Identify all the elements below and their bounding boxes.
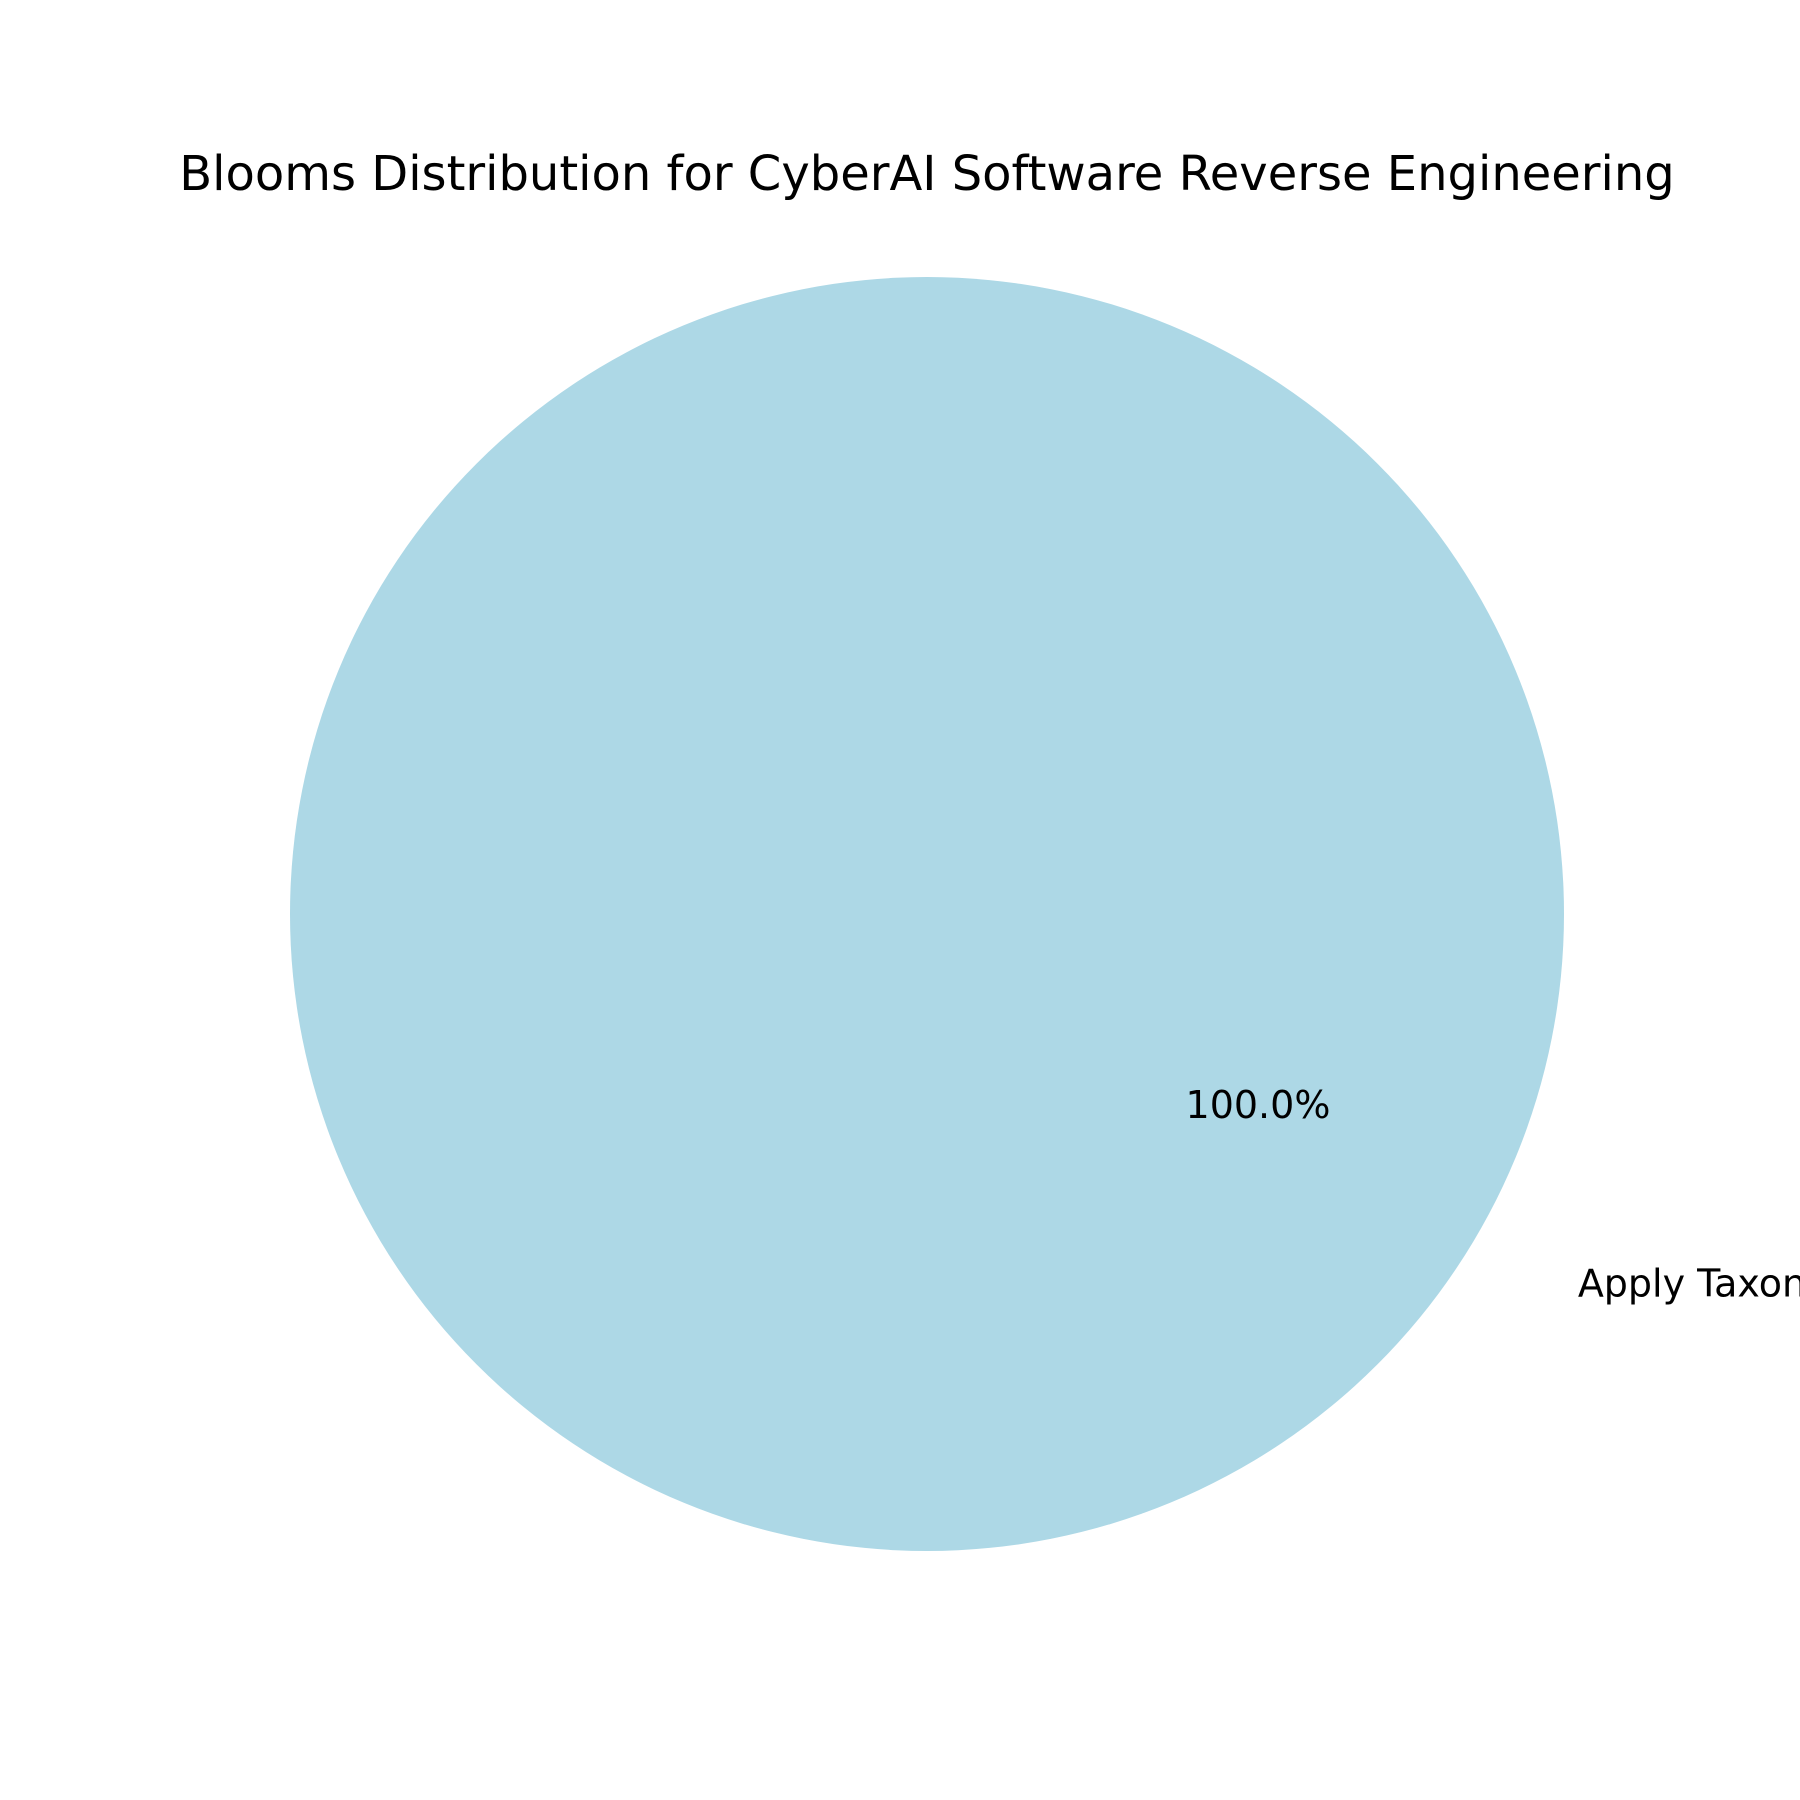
pie-slices — [290, 277, 1564, 1551]
pie-slice — [290, 277, 1564, 1551]
chart-title: Blooms Distribution for CyberAI Software… — [179, 146, 1675, 202]
pie-labels: Apply Taxon 100.0% — [1186, 1083, 1800, 1305]
slice-percent-label: 100.0% — [1186, 1083, 1331, 1127]
slice-label: Apply Taxon — [1578, 1261, 1800, 1305]
